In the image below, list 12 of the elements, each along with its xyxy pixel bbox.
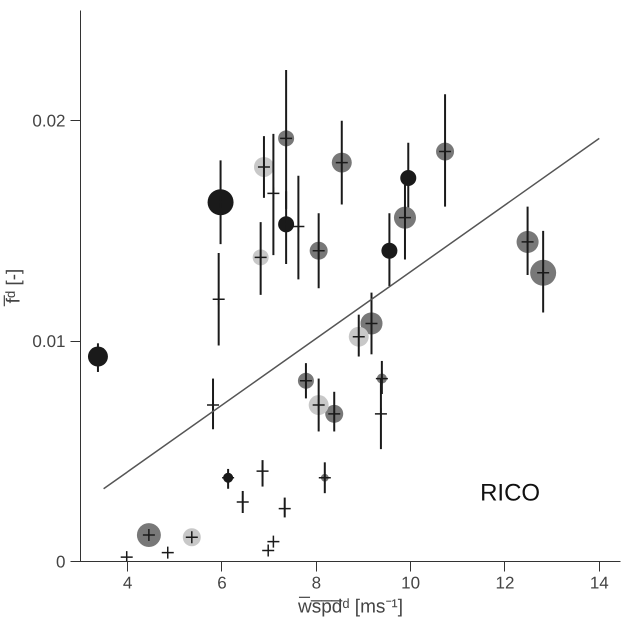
y-axis-title: f̅ᵈ [-] bbox=[3, 268, 24, 307]
y-tick-label: 0.01 bbox=[32, 332, 66, 352]
x-tick-label: 10 bbox=[401, 574, 420, 592]
x-tick-label: 14 bbox=[590, 574, 609, 592]
y-tick-label: 0.02 bbox=[32, 112, 66, 131]
y-tick-label: 0 bbox=[56, 552, 66, 572]
annotation: RICO bbox=[480, 479, 540, 506]
x-tick-label: 8 bbox=[312, 574, 322, 592]
x-tick-label: 6 bbox=[217, 574, 227, 592]
x-axis-title: w̅s̅p̅d̅ᵈ [ms⁻¹] bbox=[296, 596, 404, 618]
x-tick-label: 4 bbox=[122, 574, 132, 592]
x-tick-label: 12 bbox=[496, 574, 514, 592]
